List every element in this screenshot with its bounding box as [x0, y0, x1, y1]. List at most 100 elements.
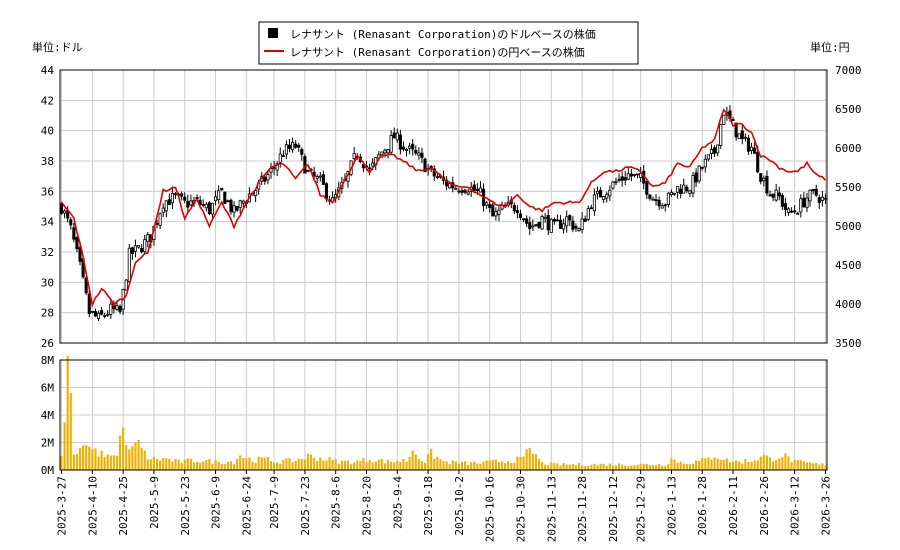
- volume-bar: [781, 457, 784, 470]
- volume-bar: [294, 460, 297, 470]
- candle-body: [722, 114, 726, 125]
- candle-body: [263, 176, 267, 182]
- candle-body: [672, 192, 677, 195]
- candle-body: [214, 196, 218, 202]
- price-tick-left: 40: [41, 125, 54, 138]
- volume-bar: [442, 461, 445, 470]
- volume-bar: [787, 456, 790, 470]
- price-tick-left: 26: [41, 337, 54, 350]
- candle-body: [605, 193, 609, 199]
- candle-body: [512, 205, 516, 212]
- x-tick-label: 2025-5-9: [148, 476, 161, 529]
- candle-body: [648, 194, 652, 199]
- candle-body: [540, 215, 544, 230]
- volume-bar: [420, 460, 424, 470]
- candle-body: [352, 153, 356, 160]
- volume-bar: [189, 458, 192, 470]
- volume-bar: [60, 455, 63, 470]
- volume-bar: [756, 460, 759, 470]
- candle-body: [522, 218, 526, 221]
- volume-bar: [291, 462, 294, 470]
- price-tick-left: 42: [41, 94, 54, 107]
- volume-bar: [784, 453, 787, 470]
- candle-body: [746, 137, 751, 152]
- candle-body: [749, 146, 754, 152]
- volume-bar: [266, 457, 269, 470]
- candle-body: [611, 181, 615, 189]
- volume-bar: [337, 464, 340, 470]
- candle-body: [130, 247, 134, 254]
- volume-bar: [439, 459, 442, 470]
- volume-bar: [753, 460, 756, 470]
- candle-body: [796, 212, 800, 215]
- jpy-price-line: [60, 108, 827, 308]
- price-axis-right: 3500 4000 4500 5000 5500 6000 6500 7000: [835, 64, 862, 350]
- price-tick-right: 4000: [835, 298, 862, 311]
- x-tick-label: 2026-3-26: [819, 476, 832, 536]
- candle-body: [817, 197, 821, 203]
- volume-bar: [340, 460, 343, 470]
- volume-bar: [584, 466, 587, 470]
- volume-bar: [812, 463, 815, 470]
- candle-body: [272, 167, 276, 169]
- volume-bar: [648, 465, 651, 470]
- volume-bar: [522, 456, 525, 470]
- volume-bar: [408, 456, 411, 470]
- volume-bar: [559, 465, 562, 470]
- volume-bar: [716, 458, 719, 470]
- volume-bar: [722, 459, 725, 470]
- volume-bar: [195, 461, 199, 470]
- volume-bar: [593, 463, 596, 470]
- volume-bar: [605, 465, 608, 470]
- volume-bar: [331, 459, 334, 470]
- volume-grid: [60, 359, 827, 471]
- volume-bar: [707, 457, 710, 470]
- candle-body: [602, 196, 606, 200]
- volume-bar: [744, 459, 747, 470]
- volume-bar: [254, 462, 257, 470]
- volume-bar: [436, 456, 439, 470]
- volume-bar: [273, 462, 276, 470]
- candle-body: [186, 201, 190, 208]
- volume-bar: [507, 461, 510, 470]
- volume-bar: [149, 459, 152, 470]
- candle-body: [814, 188, 818, 196]
- volume-bar: [571, 464, 574, 470]
- candle-body: [528, 222, 532, 230]
- candle-body: [617, 178, 621, 181]
- volume-bar: [155, 458, 159, 470]
- x-tick-label: 2025-10-30: [515, 476, 528, 542]
- volume-bar: [208, 459, 211, 470]
- candle-body: [555, 219, 560, 222]
- volume-bar: [654, 465, 658, 470]
- volume-bar: [645, 464, 648, 470]
- volume-bar: [750, 461, 753, 470]
- volume-bar: [229, 461, 233, 470]
- volume-bar: [368, 460, 371, 470]
- candle-body: [774, 189, 778, 201]
- volume-bar: [772, 461, 775, 470]
- candle-body: [207, 202, 211, 214]
- candle-body: [691, 175, 695, 194]
- candle-body: [127, 247, 131, 283]
- volume-bar: [346, 460, 350, 470]
- candle-body: [180, 193, 184, 197]
- volume-bar: [577, 462, 581, 470]
- candle-body: [210, 202, 215, 215]
- x-tick-label: 2025-4-10: [86, 476, 99, 536]
- volume-bar: [411, 450, 414, 470]
- candle-body: [485, 202, 489, 206]
- candle-body: [103, 315, 107, 317]
- volume-bar: [525, 449, 528, 470]
- candle-body: [100, 310, 104, 315]
- price-tick-right: 3500: [835, 337, 862, 350]
- candle-body: [454, 187, 458, 190]
- volume-bar: [309, 454, 313, 470]
- volume-bar: [540, 461, 544, 470]
- candle-body: [620, 176, 624, 181]
- volume-bar: [94, 448, 97, 470]
- candle-body: [706, 154, 710, 160]
- candle-body: [417, 152, 421, 156]
- candle-body: [445, 179, 449, 187]
